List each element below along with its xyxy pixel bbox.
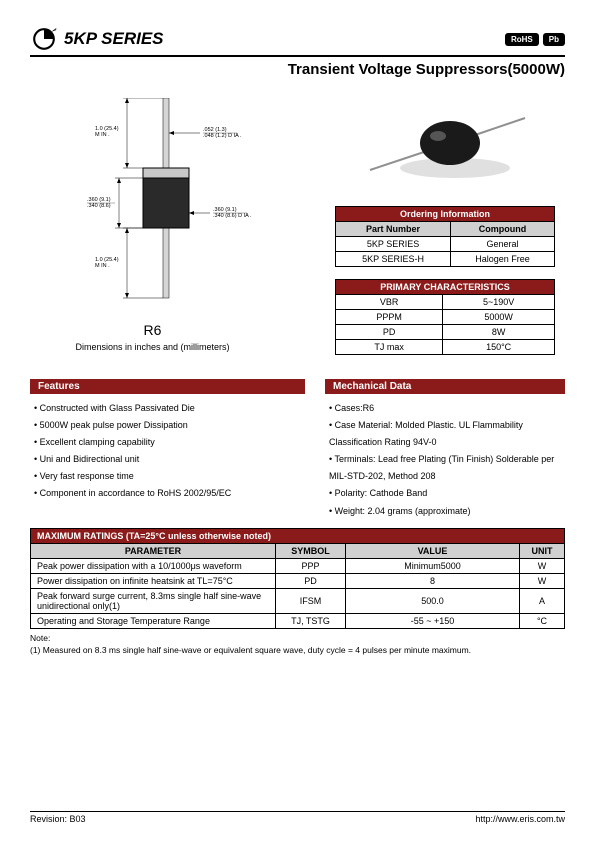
header-rule xyxy=(30,55,565,57)
revision-text: Revision: B03 xyxy=(30,814,86,824)
note-text: (1) Measured on 8.3 ms single half sine-… xyxy=(30,645,471,655)
mechanical-section: Mechanical Data Cases:R6 Case Material: … xyxy=(325,379,565,520)
table-row: Peak power dissipation with a 10/1000μs … xyxy=(31,558,565,573)
primary-characteristics-table: PRIMARY CHARACTERISTICS VBR5~190V PPPM50… xyxy=(335,279,555,355)
ordering-title: Ordering Information xyxy=(336,207,555,222)
primary-title: PRIMARY CHARACTERISTICS xyxy=(336,280,555,295)
table-row: PPPM5000W xyxy=(336,310,555,325)
notes-section: Note: (1) Measured on 8.3 ms single half… xyxy=(30,633,565,657)
ordering-col-pn: Part Number xyxy=(336,222,451,237)
company-logo-icon xyxy=(30,25,58,53)
footer-url: http://www.eris.com.tw xyxy=(475,814,565,824)
list-item: Excellent clamping capability xyxy=(34,434,305,451)
list-item: Polarity: Cathode Band xyxy=(329,485,565,502)
series-title: 5KP SERIES xyxy=(64,29,164,49)
mechanical-heading: Mechanical Data xyxy=(325,379,565,394)
list-item: Terminals: Lead free Plating (Tin Finish… xyxy=(329,451,565,485)
maximum-ratings-table: MAXIMUM RATINGS (TA=25°C unless otherwis… xyxy=(30,528,565,629)
page-footer: Revision: B03 http://www.eris.com.tw xyxy=(30,811,565,824)
table-row: VBR5~190V xyxy=(336,295,555,310)
max-col-unit: UNIT xyxy=(520,543,565,558)
features-heading: Features xyxy=(30,379,305,394)
logo-title-group: 5KP SERIES xyxy=(30,25,164,53)
max-col-sym: SYMBOL xyxy=(276,543,346,558)
list-item: Weight: 2.04 grams (approximate) xyxy=(329,503,565,520)
table-row: 5KP SERIES-H Halogen Free xyxy=(336,252,555,267)
max-title: MAXIMUM RATINGS (TA=25°C unless otherwis… xyxy=(31,528,565,543)
svg-text:.340 (8.6): .340 (8.6) xyxy=(87,203,111,209)
max-col-val: VALUE xyxy=(346,543,520,558)
table-row: PD8W xyxy=(336,325,555,340)
svg-text:.340 (8.6) D IA .: .340 (8.6) D IA . xyxy=(213,213,252,219)
header-row: 5KP SERIES RoHS Pb xyxy=(30,25,565,53)
list-item: 5000W peak pulse power Dissipation xyxy=(34,417,305,434)
svg-text:.048 (1.2) D IA .: .048 (1.2) D IA . xyxy=(203,133,242,139)
list-item: Cases:R6 xyxy=(329,400,565,417)
features-section: Features Constructed with Glass Passivat… xyxy=(30,379,305,520)
upper-two-column: 1.0 (25.4) M IN . .052 (1.3) .048 (1.2) … xyxy=(30,88,565,367)
features-list: Constructed with Glass Passivated Die 50… xyxy=(30,400,305,503)
package-caption: Dimensions in inches and (millimeters) xyxy=(0,342,305,352)
product-photo xyxy=(360,108,530,188)
product-subtitle: Transient Voltage Suppressors(5000W) xyxy=(30,61,565,78)
table-row: Operating and Storage Temperature Range … xyxy=(31,613,565,628)
ordering-info-table: Ordering Information Part Number Compoun… xyxy=(335,206,555,267)
rohs-badge: RoHS xyxy=(505,33,539,46)
package-column: 1.0 (25.4) M IN . .052 (1.3) .048 (1.2) … xyxy=(30,88,305,367)
table-row: Power dissipation on infinite heatsink a… xyxy=(31,573,565,588)
pb-free-badge: Pb xyxy=(543,33,565,46)
list-item: Uni and Bidirectional unit xyxy=(34,451,305,468)
mechanical-list: Cases:R6 Case Material: Molded Plastic. … xyxy=(325,400,565,520)
table-row: TJ max150°C xyxy=(336,340,555,355)
svg-text:M IN .: M IN . xyxy=(95,132,110,138)
list-item: Very fast response time xyxy=(34,468,305,485)
features-mechanical-row: Features Constructed with Glass Passivat… xyxy=(30,379,565,520)
list-item: Component in accordance to RoHS 2002/95/… xyxy=(34,485,305,502)
svg-text:M IN .: M IN . xyxy=(95,263,110,269)
max-col-param: PARAMETER xyxy=(31,543,276,558)
note-label: Note: xyxy=(30,633,50,643)
tables-column: Ordering Information Part Number Compoun… xyxy=(325,88,565,367)
list-item: Constructed with Glass Passivated Die xyxy=(34,400,305,417)
ordering-col-comp: Compound xyxy=(451,222,555,237)
package-outline-diagram: 1.0 (25.4) M IN . .052 (1.3) .048 (1.2) … xyxy=(65,98,265,308)
table-row: 5KP SERIES General xyxy=(336,237,555,252)
table-row: Peak forward surge current, 8.3ms single… xyxy=(31,588,565,613)
package-designator: R6 xyxy=(0,322,305,338)
list-item: Case Material: Molded Plastic. UL Flamma… xyxy=(329,417,565,451)
compliance-badges: RoHS Pb xyxy=(505,33,565,46)
